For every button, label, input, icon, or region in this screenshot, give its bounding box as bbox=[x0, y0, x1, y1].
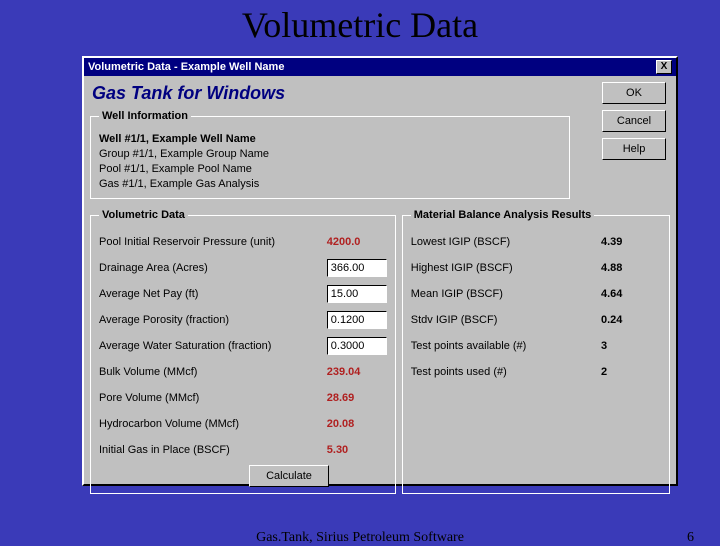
mb-row: Highest IGIP (BSCF)4.88 bbox=[411, 257, 661, 279]
vol-row-label: Hydrocarbon Volume (MMcf) bbox=[99, 418, 327, 430]
mb-row-value: 2 bbox=[601, 366, 661, 378]
vol-row-label: Average Net Pay (ft) bbox=[99, 288, 327, 300]
vol-row: Average Porosity (fraction) bbox=[99, 309, 387, 331]
mb-row-value: 4.88 bbox=[601, 262, 661, 274]
well-pool: Pool #1/1, Example Pool Name bbox=[99, 162, 561, 177]
vol-row-input[interactable] bbox=[327, 337, 387, 355]
mb-row: Mean IGIP (BSCF)4.64 bbox=[411, 283, 661, 305]
vol-row-input[interactable] bbox=[327, 311, 387, 329]
vol-row: Bulk Volume (MMcf)239.04 bbox=[99, 361, 387, 383]
mb-row: Lowest IGIP (BSCF)4.39 bbox=[411, 231, 661, 253]
mb-row-label: Test points available (#) bbox=[411, 340, 601, 352]
vol-row-input[interactable] bbox=[327, 259, 387, 277]
vol-row-label: Pore Volume (MMcf) bbox=[99, 392, 327, 404]
well-info-legend: Well Information bbox=[99, 110, 191, 122]
page-number: 6 bbox=[687, 530, 694, 546]
app-title: Gas Tank for Windows bbox=[90, 79, 670, 110]
action-buttons: OK Cancel Help bbox=[602, 82, 666, 166]
vol-row: Average Net Pay (ft) bbox=[99, 283, 387, 305]
vol-row: Initial Gas in Place (BSCF)5.30 bbox=[99, 439, 387, 461]
vol-row-value: 5.30 bbox=[327, 444, 387, 456]
calculate-button[interactable]: Calculate bbox=[249, 465, 329, 487]
mb-row-value: 4.39 bbox=[601, 236, 661, 248]
vol-row-value: 239.04 bbox=[327, 366, 387, 378]
mb-row-value: 0.24 bbox=[601, 314, 661, 326]
vol-row-value: 28.69 bbox=[327, 392, 387, 404]
footer-text: Gas.Tank, Sirius Petroleum Software bbox=[256, 530, 464, 546]
vol-row: Average Water Saturation (fraction) bbox=[99, 335, 387, 357]
mb-row-label: Lowest IGIP (BSCF) bbox=[411, 236, 601, 248]
vol-row-label: Pool Initial Reservoir Pressure (unit) bbox=[99, 236, 327, 248]
mb-row-label: Stdv IGIP (BSCF) bbox=[411, 314, 601, 326]
mb-row-value: 4.64 bbox=[601, 288, 661, 300]
ok-button[interactable]: OK bbox=[602, 82, 666, 104]
mb-row-label: Mean IGIP (BSCF) bbox=[411, 288, 601, 300]
vol-row: Drainage Area (Acres) bbox=[99, 257, 387, 279]
vol-row-input[interactable] bbox=[327, 285, 387, 303]
mb-row-label: Highest IGIP (BSCF) bbox=[411, 262, 601, 274]
volumetric-legend: Volumetric Data bbox=[99, 209, 188, 221]
dialog-window: Volumetric Data - Example Well Name X Ga… bbox=[82, 56, 678, 486]
help-button[interactable]: Help bbox=[602, 138, 666, 160]
vol-row-label: Average Water Saturation (fraction) bbox=[99, 340, 327, 352]
slide-title: Volumetric Data bbox=[0, 0, 720, 46]
close-button[interactable]: X bbox=[656, 60, 672, 74]
vol-row-value: 4200.0 bbox=[327, 236, 387, 248]
vol-row-value: 20.08 bbox=[327, 418, 387, 430]
vol-row-label: Average Porosity (fraction) bbox=[99, 314, 327, 326]
well-info-group: Well Information Well #1/1, Example Well… bbox=[90, 110, 570, 199]
titlebar: Volumetric Data - Example Well Name X bbox=[84, 58, 676, 76]
volumetric-group: Volumetric Data Pool Initial Reservoir P… bbox=[90, 209, 396, 494]
material-balance-group: Material Balance Analysis Results Lowest… bbox=[402, 209, 670, 494]
window-body: Gas Tank for Windows OK Cancel Help Well… bbox=[84, 76, 676, 497]
mb-row: Test points used (#)2 bbox=[411, 361, 661, 383]
mb-row-label: Test points used (#) bbox=[411, 366, 601, 378]
cancel-button[interactable]: Cancel bbox=[602, 110, 666, 132]
mb-row: Test points available (#)3 bbox=[411, 335, 661, 357]
vol-row: Pore Volume (MMcf)28.69 bbox=[99, 387, 387, 409]
well-group: Group #1/1, Example Group Name bbox=[99, 147, 561, 162]
material-balance-legend: Material Balance Analysis Results bbox=[411, 209, 595, 221]
vol-row-label: Drainage Area (Acres) bbox=[99, 262, 327, 274]
vol-row: Hydrocarbon Volume (MMcf)20.08 bbox=[99, 413, 387, 435]
vol-row: Pool Initial Reservoir Pressure (unit)42… bbox=[99, 231, 387, 253]
well-name: Well #1/1, Example Well Name bbox=[99, 132, 561, 147]
window-title: Volumetric Data - Example Well Name bbox=[88, 61, 284, 73]
mb-row: Stdv IGIP (BSCF)0.24 bbox=[411, 309, 661, 331]
well-gas: Gas #1/1, Example Gas Analysis bbox=[99, 177, 561, 192]
mb-row-value: 3 bbox=[601, 340, 661, 352]
data-area: Volumetric Data Pool Initial Reservoir P… bbox=[90, 209, 670, 494]
vol-row-label: Initial Gas in Place (BSCF) bbox=[99, 444, 327, 456]
vol-row-label: Bulk Volume (MMcf) bbox=[99, 366, 327, 378]
